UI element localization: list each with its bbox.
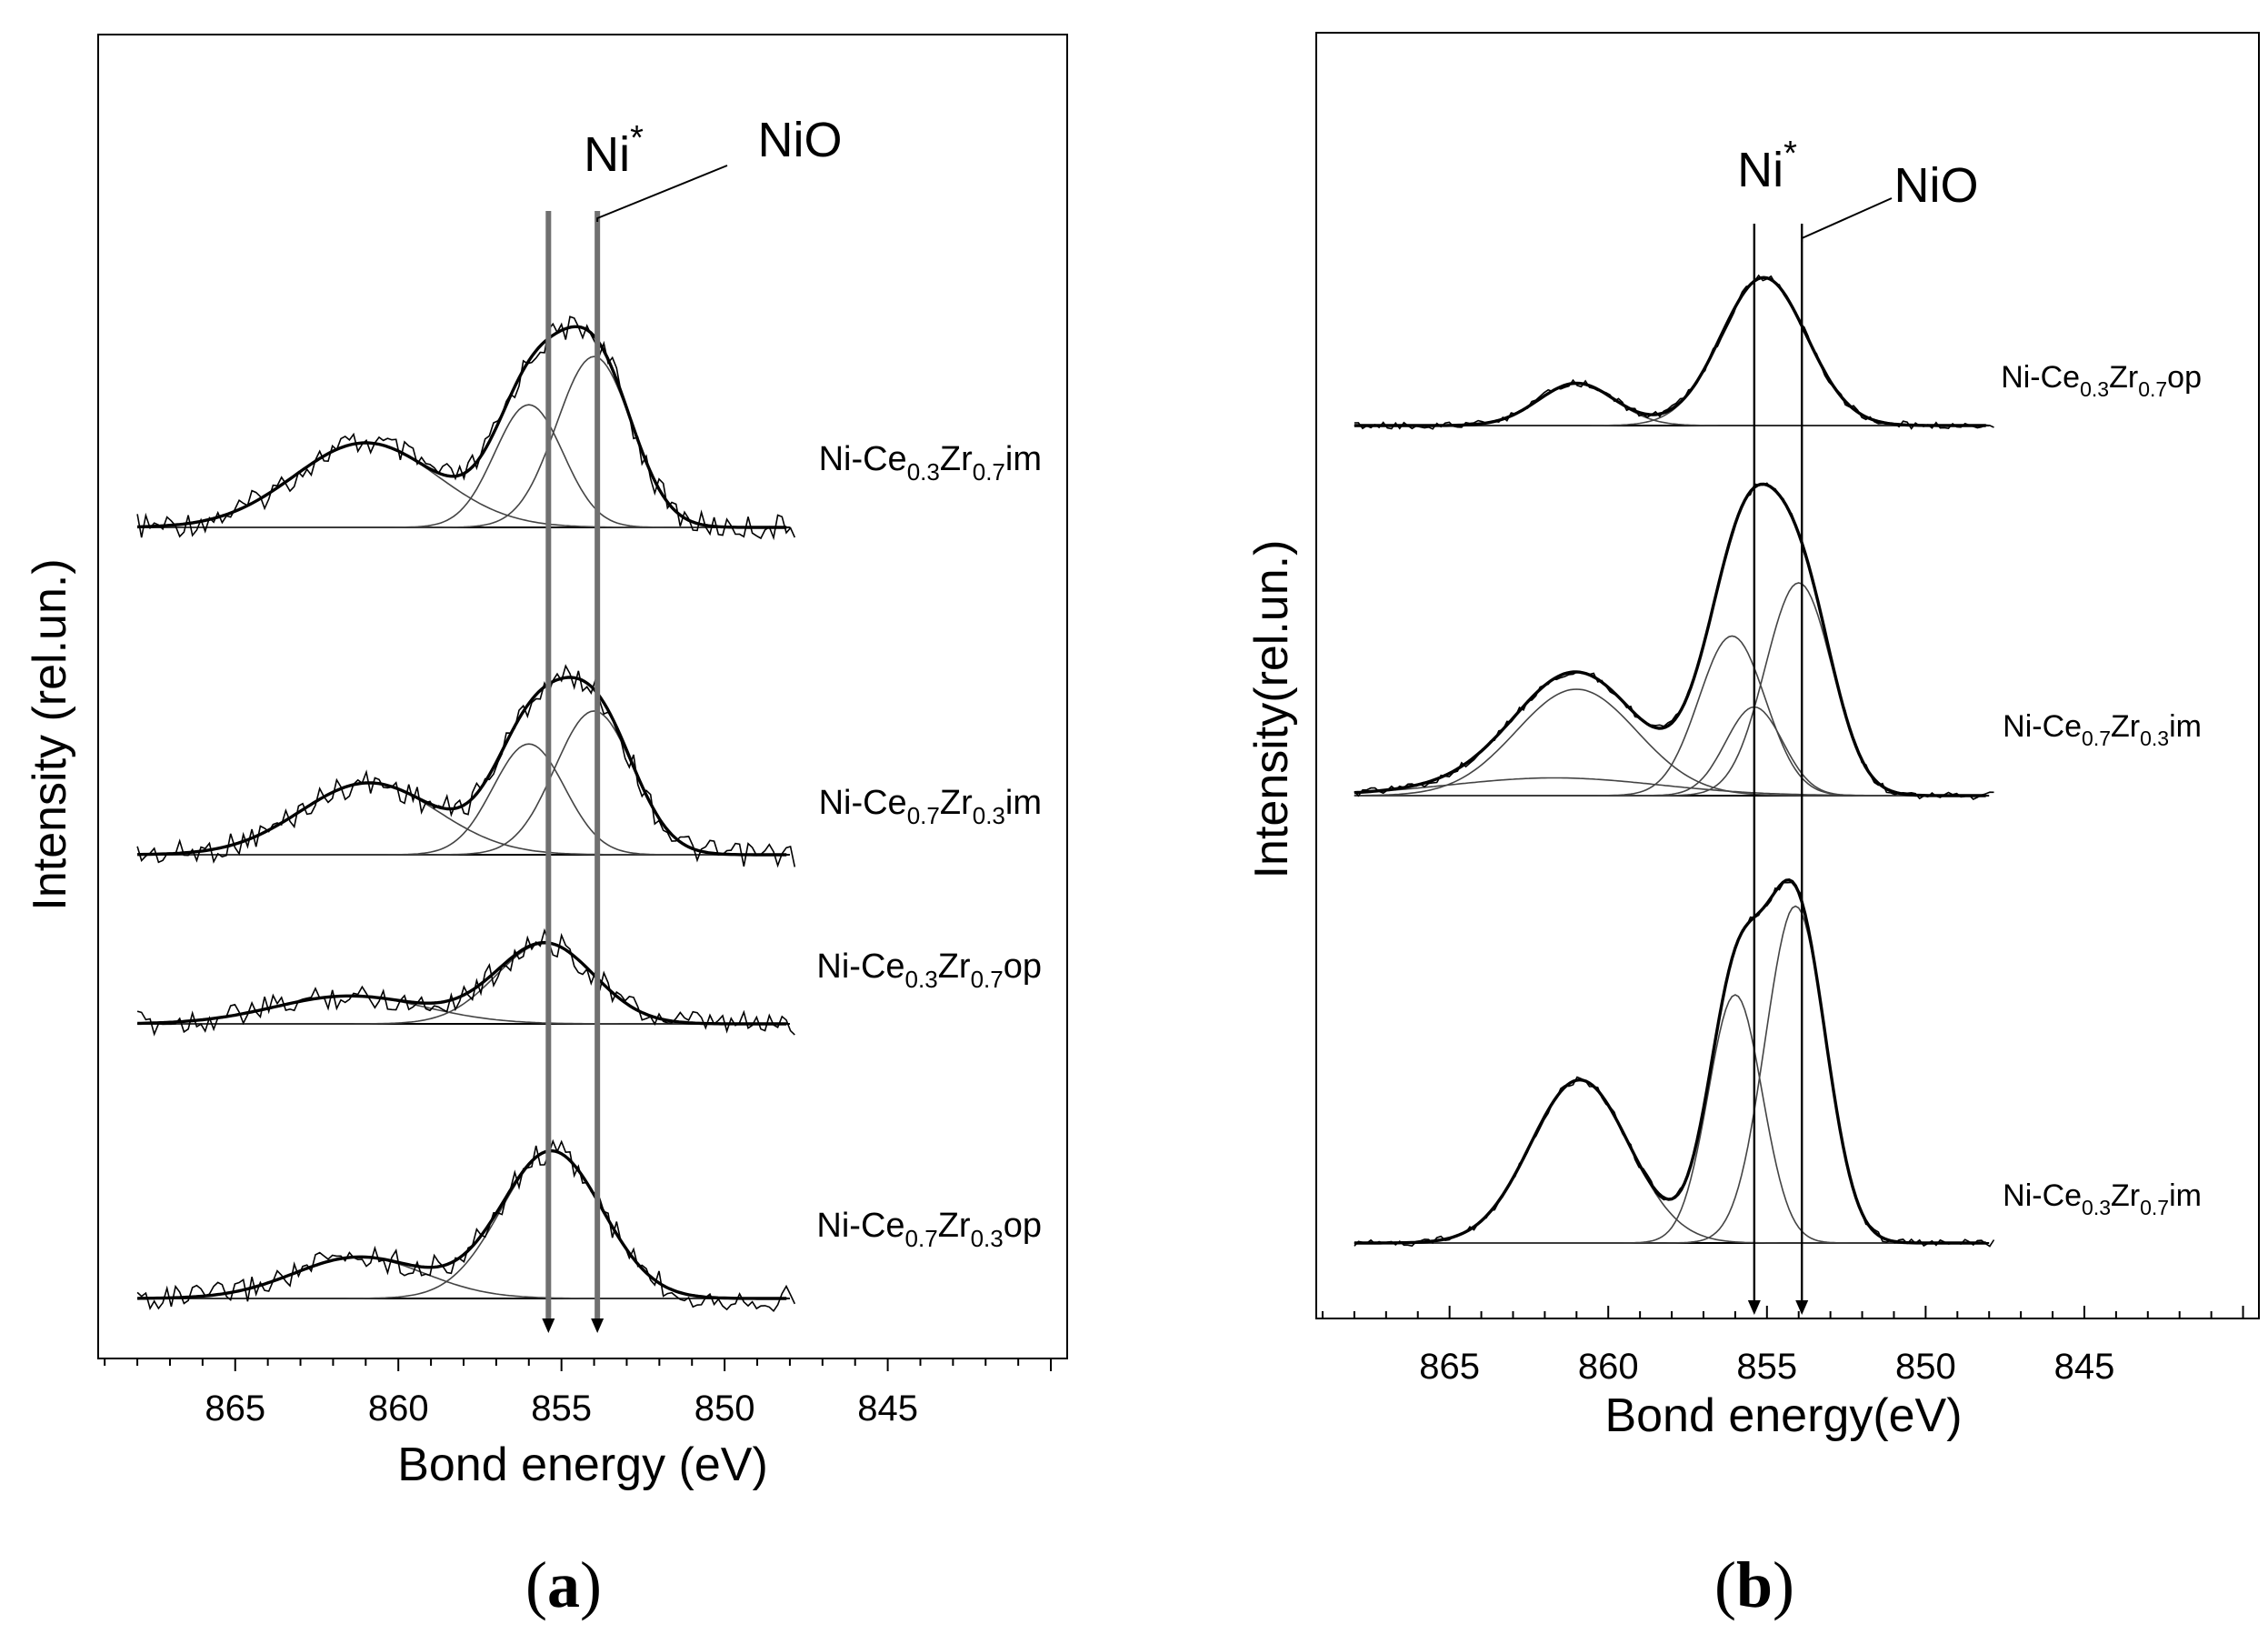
nio-leader-line xyxy=(1801,197,1893,242)
fit-envelope xyxy=(1354,482,1986,797)
y-axis-title-a: Intensity (rel.un.) xyxy=(24,558,76,910)
series-label: Ni-Ce0.3Zr0.7op xyxy=(2001,360,2202,401)
spectra-a xyxy=(136,316,796,1313)
nio-leader-line xyxy=(596,165,728,222)
raw-spectrum xyxy=(1354,881,1995,1248)
fit-component xyxy=(1354,688,1986,797)
fit-envelope xyxy=(137,1148,787,1300)
marker-arrow xyxy=(1795,1300,1809,1315)
marker-label: NiO xyxy=(1894,158,1979,213)
panel-label-b: (b) xyxy=(1713,1549,1794,1621)
x-tick-label: 860 xyxy=(368,1388,429,1428)
spectrum-Ni-Ce0.3Zr0.7op xyxy=(1354,274,1994,430)
spectrum-Ni-Ce0.7Zr0.3op xyxy=(136,1138,796,1313)
series-labels-b: Ni-Ce0.3Zr0.7op Ni-Ce0.7Zr0.3im Ni-Ce0.3Zr… xyxy=(2001,360,2202,1219)
fit-component xyxy=(1354,382,1986,426)
x-axis-ticks-a xyxy=(104,1358,1053,1371)
fit-envelope xyxy=(137,325,787,529)
raw-spectrum xyxy=(136,664,796,868)
fit-component xyxy=(1354,635,1986,797)
x-axis-title-a: Bond energy (eV) xyxy=(397,1439,768,1491)
fit-component xyxy=(1354,1078,1986,1244)
fit-envelope xyxy=(1354,877,1986,1245)
panel-a: 865 860 855 850 845 Bond energy (eV) Intensi… xyxy=(24,34,1068,1491)
spectrum-Ni-Ce0.3Zr0.7op xyxy=(136,927,795,1037)
spectrum-Ni-Ce0.3Zr0.7im xyxy=(1354,877,1995,1248)
marker-label: Ni* xyxy=(1737,135,1797,197)
fit-component xyxy=(137,942,787,1025)
x-tick-label: 850 xyxy=(1895,1347,1956,1387)
series-labels-a: Ni-Ce0.3Zr0.7im Ni-Ce0.7Zr0.3im Ni-Ce0.3Zr… xyxy=(816,440,1042,1252)
fit-component xyxy=(1354,276,1986,426)
markers-a: Ni* NiO xyxy=(542,113,843,1333)
fit-component xyxy=(137,710,787,856)
fit-envelope xyxy=(1354,276,1986,427)
raw-spectrum xyxy=(136,927,795,1037)
series-label: Ni-Ce0.7Zr0.3im xyxy=(819,784,1042,829)
x-tick-label: 845 xyxy=(857,1388,918,1428)
spectrum-Ni-Ce0.3Zr0.7im xyxy=(136,316,796,541)
spectrum-Ni-Ce0.7Zr0.3im xyxy=(1354,482,1994,800)
marker-label: NiO xyxy=(758,113,843,167)
x-axis-ticks-b xyxy=(1321,1306,2244,1318)
fit-component xyxy=(137,1150,787,1299)
plot-frame-b xyxy=(1315,32,2260,1319)
raw-spectrum xyxy=(136,1138,796,1313)
marker-label: Ni* xyxy=(584,119,644,182)
fit-component xyxy=(1354,905,1986,1244)
marker-arrow xyxy=(591,1318,604,1333)
fit-envelope xyxy=(137,940,787,1026)
panel-label-a: (a) xyxy=(525,1549,602,1621)
markers-b: Ni* NiO xyxy=(1737,135,1979,1315)
marker-arrow xyxy=(542,1318,555,1333)
x-tick-label: 850 xyxy=(694,1388,755,1428)
x-tick-label: 855 xyxy=(531,1388,592,1428)
x-axis-tick-labels-a: 865 860 855 850 845 xyxy=(205,1388,918,1428)
fit-component xyxy=(137,442,787,528)
marker-arrow xyxy=(1747,1300,1761,1315)
x-tick-label: 855 xyxy=(1736,1347,1797,1387)
y-axis-title-b: Intensity(rel.un.) xyxy=(1245,540,1298,879)
series-label: Ni-Ce0.3Zr0.7op xyxy=(816,947,1042,993)
x-axis-tick-labels-b: 865 860 855 850 845 xyxy=(1419,1347,2114,1387)
fit-component xyxy=(1354,994,1986,1244)
panel-b: 865 860 855 850 845 Bond energy(eV) Intensit… xyxy=(1245,32,2260,1442)
spectra-b xyxy=(1354,274,1995,1248)
series-label: Ni-Ce0.3Zr0.7im xyxy=(819,440,1042,486)
plot-frame-a xyxy=(97,34,1068,1359)
fit-component xyxy=(137,356,787,528)
fit-envelope xyxy=(137,676,787,857)
series-label: Ni-Ce0.7Zr0.3im xyxy=(2003,709,2202,750)
x-tick-label: 865 xyxy=(205,1388,265,1428)
x-tick-label: 860 xyxy=(1578,1347,1639,1387)
fit-component xyxy=(1354,706,1986,797)
x-tick-label: 845 xyxy=(2054,1347,2115,1387)
series-label: Ni-Ce0.3Zr0.7im xyxy=(2003,1178,2202,1219)
raw-spectrum xyxy=(1354,482,1994,800)
x-axis-title-b: Bond energy(eV) xyxy=(1604,1389,1962,1442)
spectrum-Ni-Ce0.7Zr0.3im xyxy=(136,664,796,868)
x-tick-label: 865 xyxy=(1419,1347,1480,1387)
series-label: Ni-Ce0.7Zr0.3op xyxy=(816,1207,1042,1252)
